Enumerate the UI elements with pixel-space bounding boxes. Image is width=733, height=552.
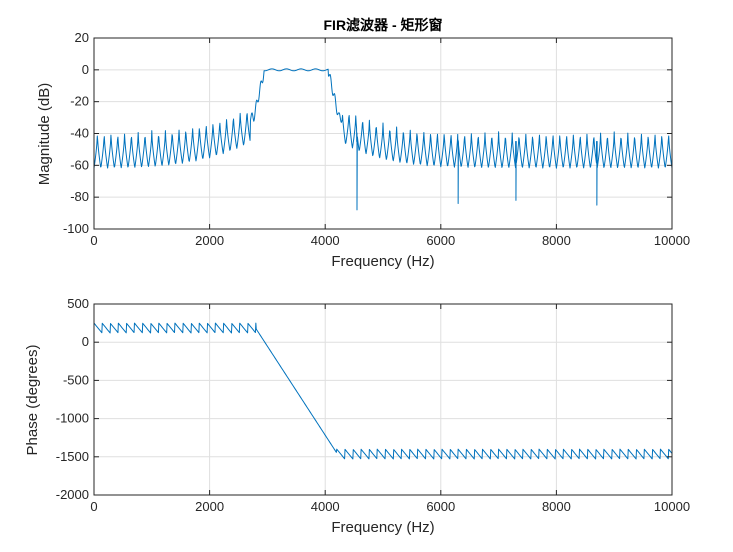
phase-x-tick-label: 4000 — [311, 499, 340, 514]
magnitude-x-tick-label: 0 — [90, 233, 97, 248]
phase-series-line — [93, 322, 673, 460]
magnitude-y-tick-label: -80 — [70, 189, 89, 204]
phase-y-axis-label: Phase (degrees) — [24, 345, 41, 456]
phase-x-tick-label: 8000 — [542, 499, 571, 514]
phase-plot-area — [93, 322, 673, 460]
magnitude-x-tick-label: 8000 — [542, 233, 571, 248]
magnitude-axes: 0 2000 4000 6000 8000 10000 20 0 -20 -40 -60 -80 -1… — [36, 17, 690, 270]
magnitude-y-tick-label: 20 — [75, 30, 89, 45]
chart-title: FIR滤波器 - 矩形窗 — [324, 17, 443, 33]
phase-y-tick-label: -500 — [63, 372, 89, 387]
phase-x-tick-label: 0 — [90, 499, 97, 514]
magnitude-y-tick-label: -60 — [70, 157, 89, 172]
phase-x-tick-label: 10000 — [654, 499, 690, 514]
magnitude-plot-area — [93, 68, 673, 211]
phase-x-tick-label: 6000 — [426, 499, 455, 514]
phase-y-tick-label: -1500 — [56, 449, 89, 464]
magnitude-y-tick-label: -40 — [70, 126, 89, 141]
magnitude-x-tick-label: 6000 — [426, 233, 455, 248]
phase-y-tick-label: -2000 — [56, 487, 89, 502]
magnitude-y-tick-label: -100 — [63, 221, 89, 236]
phase-y-tick-label: 500 — [67, 296, 89, 311]
phase-y-tick-label: 0 — [82, 334, 89, 349]
phase-y-ticks: 500 0 -500 -1000 -1500 -2000 — [56, 296, 672, 502]
phase-x-tick-label: 2000 — [195, 499, 224, 514]
magnitude-x-tick-label: 2000 — [195, 233, 224, 248]
magnitude-y-tick-label: -20 — [70, 94, 89, 109]
phase-x-axis-label: Frequency (Hz) — [331, 519, 434, 536]
magnitude-x-tick-label: 10000 — [654, 233, 690, 248]
phase-x-ticks: 0 2000 4000 6000 8000 10000 — [90, 304, 690, 514]
magnitude-y-tick-label: 0 — [82, 62, 89, 77]
magnitude-series-line — [93, 68, 673, 211]
magnitude-y-ticks: 20 0 -20 -40 -60 -80 -100 — [63, 30, 672, 236]
magnitude-x-axis-label: Frequency (Hz) — [331, 253, 434, 270]
phase-axes: 0 2000 4000 6000 8000 10000 500 0 -500 -1000 -150… — [24, 296, 690, 536]
magnitude-x-ticks: 0 2000 4000 6000 8000 10000 — [90, 38, 690, 248]
magnitude-y-axis-label: Magnitude (dB) — [36, 83, 53, 186]
phase-y-tick-label: -1000 — [56, 411, 89, 426]
phase-axes-frame — [93, 303, 673, 496]
magnitude-x-tick-label: 4000 — [311, 233, 340, 248]
